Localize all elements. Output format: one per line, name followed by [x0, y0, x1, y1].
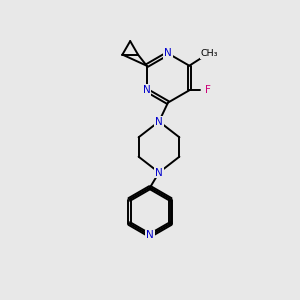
- Text: N: N: [143, 85, 151, 95]
- Text: F: F: [205, 85, 211, 95]
- Text: N: N: [155, 116, 163, 127]
- Text: CH₃: CH₃: [201, 49, 218, 58]
- Text: N: N: [155, 167, 163, 178]
- Text: N: N: [146, 230, 154, 241]
- Text: N: N: [164, 48, 172, 59]
